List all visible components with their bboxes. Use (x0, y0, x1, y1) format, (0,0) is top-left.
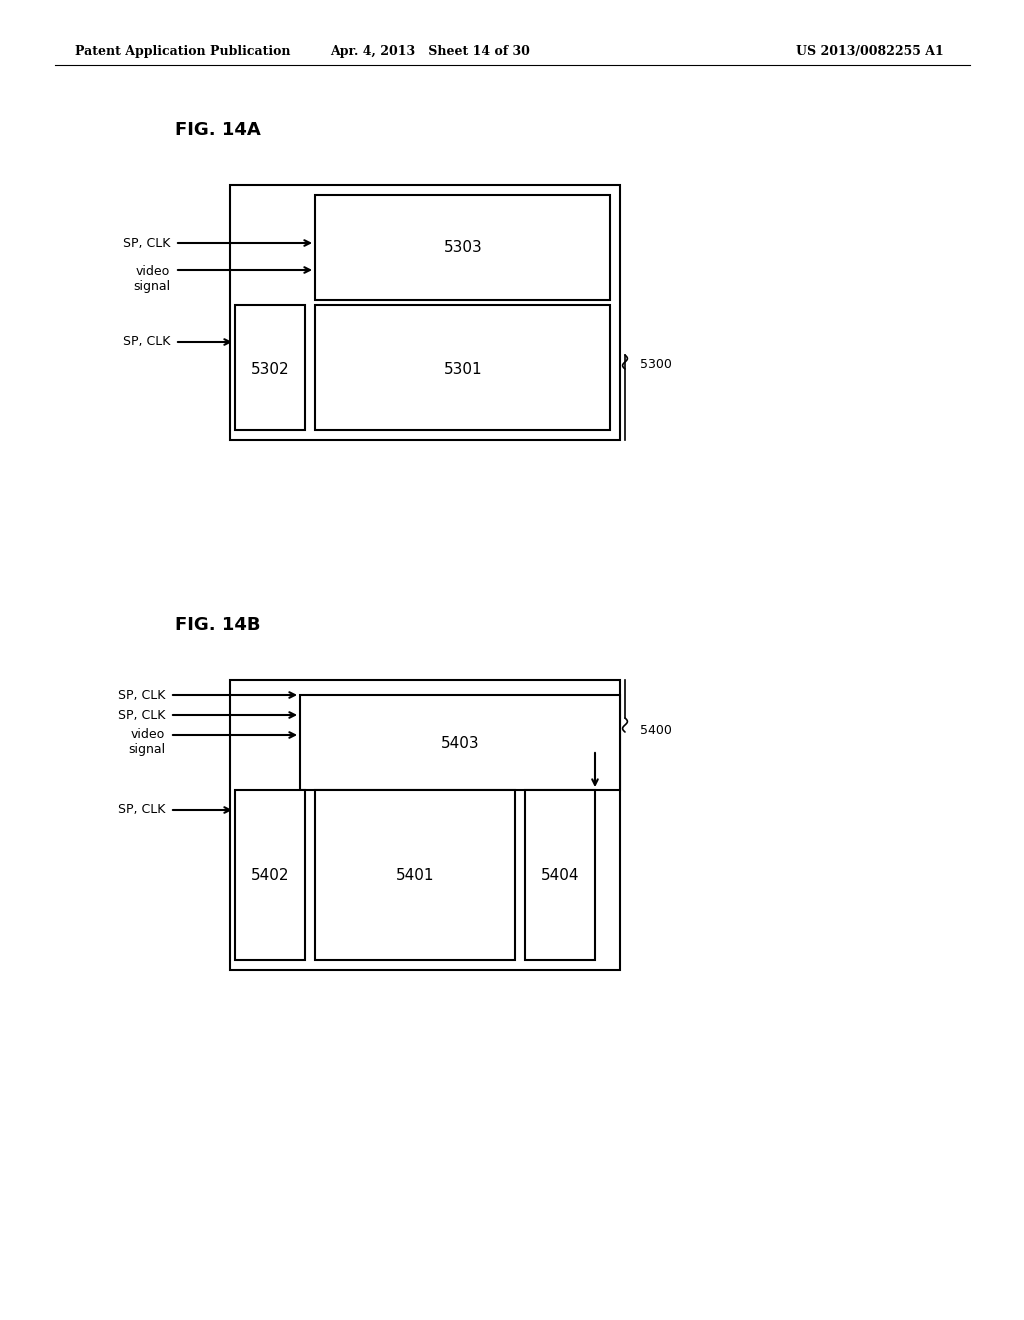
Text: SP, CLK: SP, CLK (118, 709, 165, 722)
Text: 5303: 5303 (443, 240, 482, 256)
Bar (315, 195, 610, 300)
Text: 5302: 5302 (251, 363, 290, 378)
Text: video
signal: video signal (133, 265, 170, 293)
Bar (230, 185, 620, 440)
Text: 5402: 5402 (251, 867, 289, 883)
Bar (300, 696, 620, 789)
Text: 5300: 5300 (640, 359, 672, 371)
Text: 5400: 5400 (640, 723, 672, 737)
Bar (230, 680, 620, 970)
Text: Patent Application Publication: Patent Application Publication (75, 45, 291, 58)
Bar (525, 789, 595, 960)
Bar (315, 789, 515, 960)
Bar (234, 789, 305, 960)
Text: US 2013/0082255 A1: US 2013/0082255 A1 (796, 45, 944, 58)
Text: FIG. 14A: FIG. 14A (175, 121, 261, 139)
Text: SP, CLK: SP, CLK (123, 335, 170, 348)
Text: 5404: 5404 (541, 867, 580, 883)
Bar (315, 305, 610, 430)
Text: Apr. 4, 2013   Sheet 14 of 30: Apr. 4, 2013 Sheet 14 of 30 (330, 45, 530, 58)
Text: 5301: 5301 (443, 363, 482, 378)
Text: SP, CLK: SP, CLK (118, 804, 165, 817)
Text: 5403: 5403 (440, 735, 479, 751)
Text: 5401: 5401 (395, 867, 434, 883)
Text: FIG. 14B: FIG. 14B (175, 616, 260, 634)
Bar (234, 305, 305, 430)
Text: SP, CLK: SP, CLK (123, 236, 170, 249)
Text: video
signal: video signal (128, 729, 165, 756)
Text: SP, CLK: SP, CLK (118, 689, 165, 701)
